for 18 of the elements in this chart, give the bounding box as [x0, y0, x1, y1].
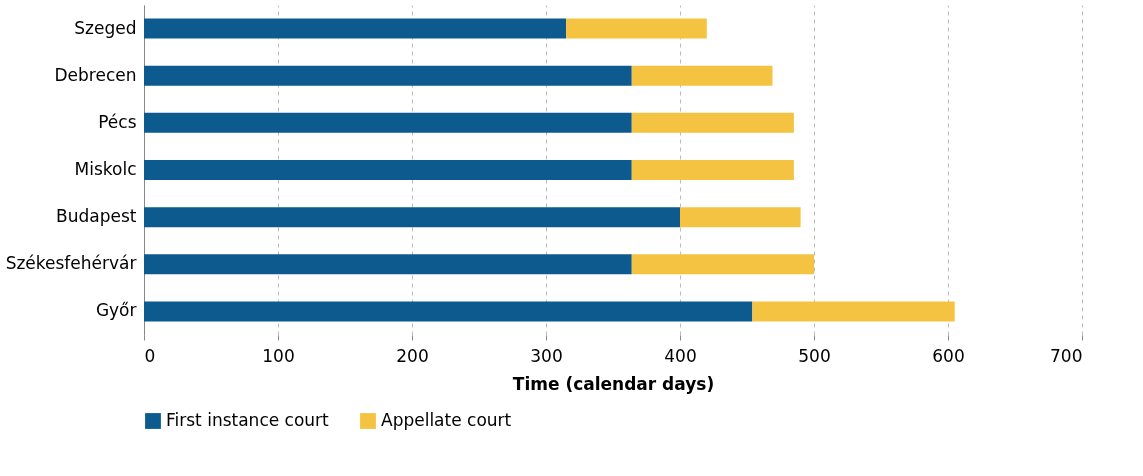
- y-tick-label: Szeged: [74, 17, 137, 38]
- y-tick-label: Székesfehérvár: [5, 253, 137, 274]
- y-tick-label: Pécs: [98, 111, 137, 132]
- legend-label: Appellate court: [381, 410, 512, 430]
- x-axis-title: Time (calendar days): [512, 373, 715, 394]
- x-tick-label: 300: [530, 345, 563, 366]
- y-tick-label: Miskolc: [74, 159, 137, 179]
- y-tick-label: Debrecen: [54, 64, 137, 85]
- y-tick-label: Győr: [95, 300, 137, 321]
- x-tick-label: 400: [664, 345, 697, 366]
- x-tick-label: 700: [1050, 345, 1083, 366]
- y-tick-label: Budapest: [56, 206, 137, 227]
- x-tick-label: 600: [932, 345, 965, 366]
- x-tick-label: 500: [798, 345, 831, 366]
- x-tick-label: 100: [262, 345, 295, 366]
- x-tick-label: 200: [396, 345, 429, 366]
- legend-label: First instance court: [166, 410, 330, 430]
- x-tick-label: 0: [144, 345, 156, 366]
